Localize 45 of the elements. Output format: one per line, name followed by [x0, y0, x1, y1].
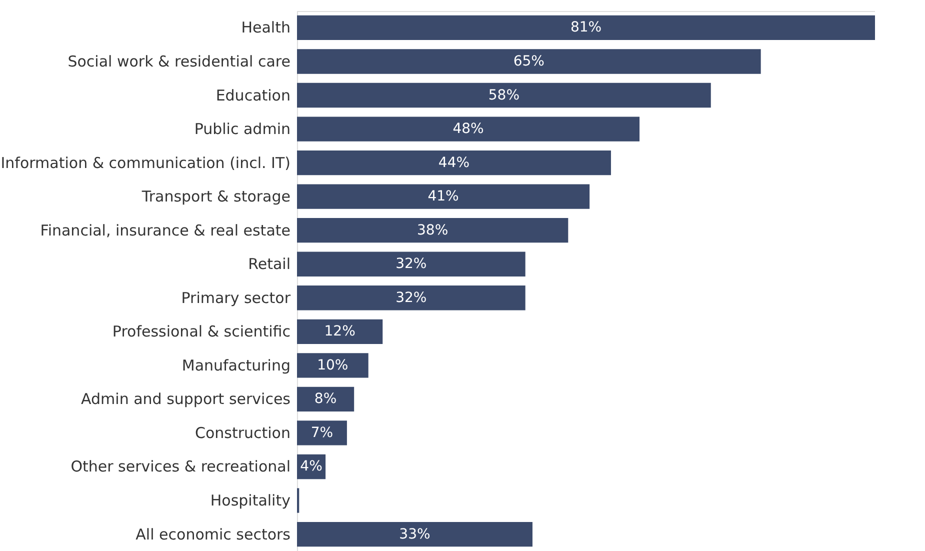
y-tick-label: All economic sectors [136, 525, 291, 544]
y-tick-label: Hospitality [210, 492, 291, 510]
y-tick-label: Education [216, 86, 290, 104]
bar [297, 252, 526, 276]
data-label: 7% [310, 424, 334, 441]
y-tick-label: Other services & recreational [70, 458, 290, 476]
bar [297, 353, 368, 378]
y-tick-label: Professional & scientific [112, 322, 290, 341]
data-label: 41% [428, 188, 459, 205]
data-label: 32% [396, 256, 427, 272]
data-label: 58% [488, 87, 520, 104]
y-tick-label: Public admin [194, 120, 290, 138]
data-label: 65% [513, 53, 544, 70]
data-label: 81% [570, 20, 602, 36]
bar [297, 386, 354, 412]
bar [297, 218, 568, 243]
data-label: 10% [317, 357, 348, 374]
bar [297, 15, 875, 40]
bar [297, 49, 761, 74]
bar [297, 319, 383, 344]
y-tick-label: Financial, insurance & real estate [40, 221, 290, 240]
bar [297, 150, 611, 176]
data-label: 48% [452, 121, 484, 138]
y-tick-label: Construction [194, 424, 290, 442]
y-tick-label: Retail [248, 255, 290, 274]
bar [297, 522, 532, 547]
y-tick-label: Manufacturing [182, 356, 290, 374]
data-label: 8% [314, 391, 337, 408]
y-tick-label: Transport & storage [140, 188, 290, 206]
y-tick-label: Admin and support services [81, 390, 291, 408]
data-label: 32% [396, 290, 427, 306]
bar [297, 116, 640, 142]
bar [297, 420, 347, 446]
data-label: 44% [438, 154, 470, 171]
y-tick-label: Information & communication (incl. IT) [0, 154, 290, 172]
bar [297, 286, 526, 310]
y-tick-label: Health [241, 18, 290, 37]
data-label: 33% [399, 526, 430, 542]
bar [297, 82, 711, 108]
data-label: 4% [300, 458, 322, 475]
y-tick-label: Primary sector [181, 288, 292, 307]
y-tick-label: Social work & residential care [68, 52, 290, 70]
bar [297, 184, 590, 209]
data-label: 12% [324, 324, 356, 340]
data-label: 38% [417, 222, 448, 238]
